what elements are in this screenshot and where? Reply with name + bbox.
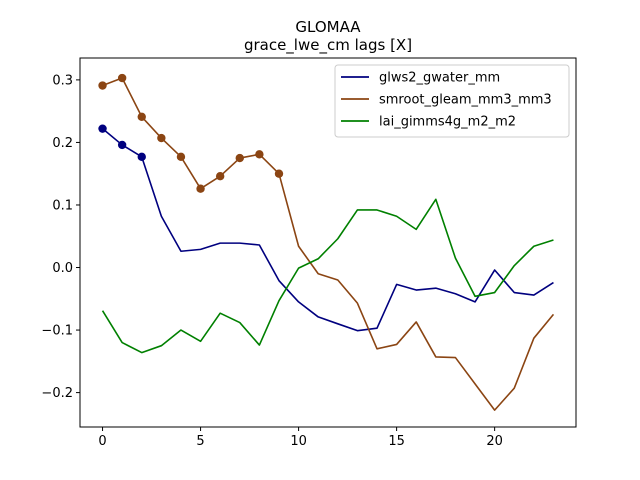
data-point-smroot_gleam_mm3_mm3-8: [255, 150, 264, 159]
data-point-smroot_gleam_mm3_mm3-2: [137, 112, 146, 121]
data-point-smroot_gleam_mm3_mm3-4: [176, 152, 186, 162]
data-point-smroot_gleam_mm3_mm3-3: [157, 133, 166, 143]
legend: glws2_gwater_mm smroot_gleam_mm3_mm3 lai_g…: [334, 64, 570, 138]
data-point-glws2_gwater_mm-2: [137, 152, 146, 162]
y-tick-label: 0.3: [52, 73, 73, 88]
y-tick-label: −0.2: [41, 386, 73, 401]
y-tick-label: 0.1: [52, 198, 73, 213]
legend-label-smroot_gleam_mm3_mm3: smroot_gleam_mm3_mm3: [379, 93, 552, 108]
plot-area: 0 5 10 15 20 −0.2 −0.1 0.0 0.1 0.2 0.3: [41, 57, 577, 449]
data-point-smroot_gleam_mm3_mm3-6: [215, 172, 225, 181]
data-point-smroot_gleam_mm3_mm3-9: [274, 169, 284, 178]
x-tick-label: 5: [196, 434, 204, 449]
series-line-glws2_gwater_mm: [102, 128, 554, 332]
data-point-glws2_gwater_mm-1: [117, 140, 127, 150]
legend-box: [334, 64, 570, 138]
data-point-smroot_gleam_mm3_mm3-5: [196, 184, 205, 193]
y-tick-label: 0.2: [52, 136, 73, 151]
data-point-smroot_gleam_mm3_mm3-1: [117, 73, 127, 83]
y-tick-label: −0.1: [41, 324, 73, 339]
data-point-smroot_gleam_mm3_mm3-0: [98, 81, 107, 90]
x-tick-label: 15: [388, 434, 405, 449]
x-tick-label: 10: [290, 434, 307, 449]
series-line-lai_gimms4g_m2_m2: [101, 198, 554, 354]
x-tick-label: 0: [98, 434, 106, 449]
y-tick-label: 0.0: [52, 261, 73, 276]
data-point-glws2_gwater_mm-0: [98, 124, 107, 133]
chart-subtitle: grace_lwe_cm lags [X]: [244, 36, 412, 55]
data-point-smroot_gleam_mm3_mm3-7: [235, 153, 244, 163]
legend-label-lai_gimms4g_m2_m2: lai_gimms4g_m2_m2: [379, 115, 516, 130]
series-line-smroot_gleam_mm3_mm3: [102, 77, 555, 411]
x-tick-label: 20: [486, 434, 503, 449]
legend-label-glws2_gwater_mm: glws2_gwater_mm: [379, 71, 500, 86]
chart-title: GLOMAA: [295, 18, 361, 36]
axes-frame: [79, 57, 577, 428]
